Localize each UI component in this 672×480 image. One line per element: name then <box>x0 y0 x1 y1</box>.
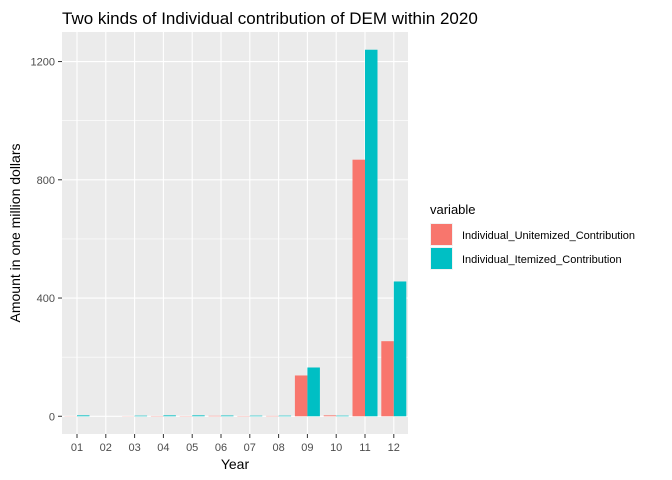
bar-unitemized-11 <box>352 159 365 417</box>
x-tick-label: 09 <box>301 442 313 454</box>
legend: variable Individual_Unitemized_Contribut… <box>430 202 635 270</box>
legend-label: Individual_Itemized_Contribution <box>462 254 622 266</box>
legend-items: Individual_Unitemized_Contribution Indivi… <box>430 223 635 270</box>
x-tick-label: 12 <box>388 442 400 454</box>
bar-itemized-06 <box>221 415 234 417</box>
legend-swatch <box>431 248 452 269</box>
bar-itemized-05 <box>192 415 205 417</box>
y-axis-title: Amount in one million dollars <box>7 144 23 323</box>
bar-itemized-11 <box>365 49 378 417</box>
x-tick-label: 05 <box>186 442 198 454</box>
bar-unitemized-10 <box>323 415 337 417</box>
x-tick-label: 11 <box>359 442 370 454</box>
bar-unitemized-12 <box>381 341 394 417</box>
bar-itemized-07 <box>249 415 263 417</box>
legend-label: Individual_Unitemized_Contribution <box>462 230 635 242</box>
y-axis: 0 400 800 1200 <box>31 57 62 423</box>
bar-unitemized-09 <box>294 375 308 417</box>
bar-itemized-09 <box>307 367 320 417</box>
x-tick-label: 07 <box>244 442 256 454</box>
y-tick-label: 1200 <box>31 57 55 69</box>
bar-itemized-03 <box>134 415 148 417</box>
plot-panel <box>62 32 408 434</box>
grid-minor <box>62 120 408 358</box>
y-tick-label: 0 <box>49 411 55 423</box>
bar-itemized-04 <box>163 415 176 417</box>
x-tick-label: 01 <box>71 442 83 454</box>
x-tick-label: 08 <box>272 442 284 454</box>
y-tick-label: 800 <box>37 175 55 187</box>
x-tick-label: 10 <box>330 442 342 454</box>
chart-title: Two kinds of Individual contribution of … <box>62 9 478 28</box>
x-axis: 01 02 03 04 05 06 07 08 09 10 11 12 <box>71 434 400 454</box>
bar-itemized-01 <box>77 415 90 417</box>
legend-title: variable <box>430 202 476 217</box>
x-tick-label: 02 <box>100 442 112 454</box>
bar-itemized-08 <box>278 415 292 417</box>
y-tick-label: 400 <box>37 293 55 305</box>
x-axis-title: Year <box>221 456 250 472</box>
bar-itemized-10 <box>336 415 349 417</box>
bars <box>64 49 407 417</box>
x-tick-label: 04 <box>157 442 169 454</box>
legend-swatch <box>431 224 452 245</box>
x-tick-label: 03 <box>128 442 140 454</box>
bar-itemized-12 <box>393 281 407 417</box>
x-tick-label: 06 <box>215 442 227 454</box>
